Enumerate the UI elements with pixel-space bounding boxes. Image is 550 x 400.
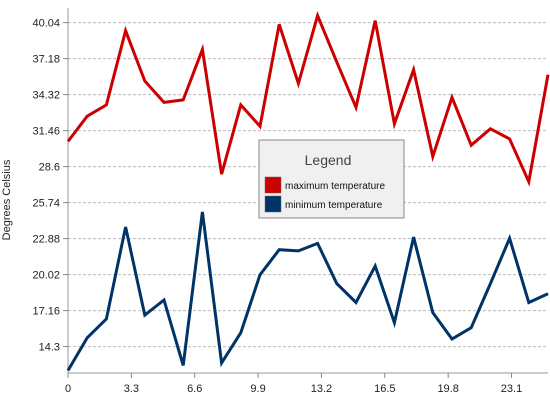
x-tick-label: 16.5 (374, 383, 395, 395)
y-tick-label: 20.02 (32, 270, 60, 282)
x-tick-label: 13.2 (311, 383, 332, 395)
y-tick-label: 22.88 (32, 234, 60, 246)
y-axis-ticks: 14.3 17.16 20.02 22.88 25.74 28.6 31.46 34.32 37… (32, 18, 68, 354)
legend-label-maximum: maximum temperature (285, 181, 385, 192)
series-minimum-temperature (66, 211, 549, 372)
x-tick-label: 23.1 (501, 383, 522, 395)
legend: Legend maximum temperature minimum tempe… (258, 139, 405, 219)
y-axis-title: Degrees Celsius (1, 159, 13, 240)
series-maximum-temperature (66, 11, 550, 187)
x-tick-label: 9.9 (250, 383, 265, 395)
legend-title: Legend (305, 152, 352, 168)
x-tick-label: 0 (65, 383, 71, 395)
axes (67, 8, 548, 374)
legend-swatch-minimum (264, 195, 282, 213)
legend-frame (258, 139, 405, 219)
x-tick-label: 19.8 (437, 383, 458, 395)
y-tick-label: 40.04 (32, 18, 60, 30)
y-tick-label: 31.46 (32, 126, 60, 138)
legend-swatch-maximum (264, 176, 282, 194)
y-tick-label: 25.74 (32, 198, 60, 210)
y-tick-label: 28.6 (39, 162, 60, 174)
x-axis-ticks: 0 3.3 6.6 9.9 13.2 16.5 19.8 23.1 (65, 373, 522, 395)
y-tick-label: 34.32 (32, 90, 60, 102)
series-lines (66, 11, 550, 372)
y-tick-label: 37.18 (32, 54, 60, 66)
x-tick-label: 6.6 (187, 383, 202, 395)
x-tick-label: 3.3 (124, 383, 139, 395)
y-tick-label: 17.16 (32, 306, 60, 318)
y-tick-label: 14.3 (39, 342, 60, 354)
legend-label-minimum: minimum temperature (285, 200, 383, 211)
